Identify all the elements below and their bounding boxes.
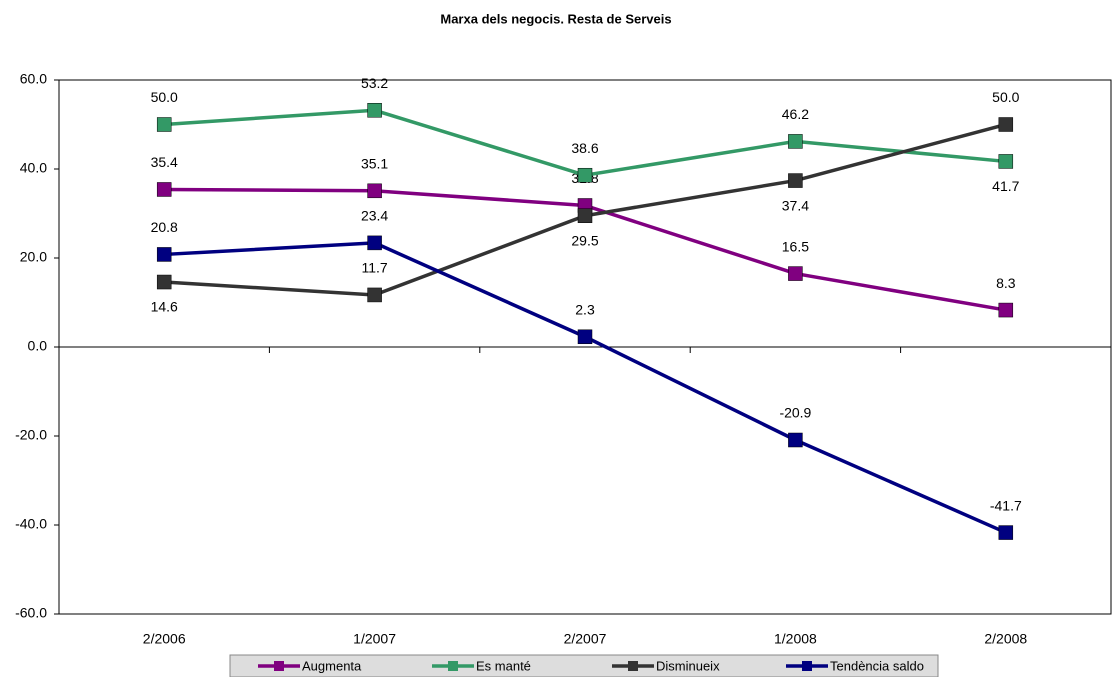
marker	[577, 329, 593, 345]
x-tick-label: 1/2008	[774, 631, 817, 647]
y-tick-label: 0.0	[28, 338, 48, 354]
data-label: 37.4	[782, 197, 809, 213]
data-label: -41.7	[990, 497, 1022, 513]
marker	[788, 134, 803, 149]
marker	[998, 302, 1014, 318]
marker	[998, 525, 1014, 540]
legend-marker	[448, 661, 458, 671]
marker	[998, 117, 1014, 132]
marker	[367, 287, 382, 303]
legend-marker	[802, 661, 812, 671]
data-label: 50.0	[151, 89, 178, 105]
series-line	[164, 241, 1007, 535]
marker	[367, 183, 382, 199]
data-label: 35.1	[361, 156, 388, 172]
data-label: 23.4	[361, 208, 388, 224]
data-label: 16.5	[782, 238, 809, 254]
data-label: 50.0	[992, 89, 1019, 105]
marker	[577, 167, 593, 183]
data-label: 8.3	[996, 275, 1016, 291]
legend-label: Tendència saldo	[830, 658, 924, 673]
data-label: 11.7	[361, 260, 387, 276]
legend-marker	[274, 661, 284, 671]
x-tick-label: 2/2006	[143, 631, 186, 647]
marker	[367, 103, 382, 118]
marker	[788, 266, 803, 281]
marker	[156, 274, 172, 290]
legend-label: Disminueix	[656, 658, 720, 673]
y-tick-label: 60.0	[20, 71, 47, 87]
legend-label: Es manté	[476, 658, 531, 673]
y-tick-label: 20.0	[20, 249, 47, 265]
marker	[788, 432, 803, 448]
legend-marker	[628, 661, 638, 671]
data-label: 38.6	[571, 140, 598, 156]
x-tick-label: 2/2007	[564, 631, 607, 647]
marker	[788, 173, 803, 188]
marker	[998, 154, 1014, 169]
data-label: -20.9	[779, 405, 811, 421]
data-label: 41.7	[992, 178, 1019, 194]
data-label: 20.8	[151, 219, 178, 235]
data-label: 35.4	[151, 154, 178, 170]
marker	[156, 247, 172, 262]
marker	[577, 208, 593, 223]
chart-title: Marxa dels negocis. Resta de Serveis	[440, 11, 671, 26]
y-tick-label: -40.0	[15, 516, 47, 532]
data-label: 14.6	[151, 299, 178, 315]
data-label: 46.2	[782, 106, 809, 122]
marker	[156, 182, 172, 197]
y-tick-label: -20.0	[15, 427, 47, 443]
y-tick-label: -60.0	[15, 605, 47, 621]
data-label: 29.5	[571, 232, 598, 248]
x-tick-label: 1/2007	[353, 631, 396, 647]
legend-label: Augmenta	[302, 658, 362, 673]
data-label: 53.2	[361, 75, 388, 91]
marker	[156, 117, 172, 132]
x-tick-label: 2/2008	[984, 631, 1027, 647]
legend	[229, 654, 939, 677]
y-tick-label: 40.0	[20, 160, 47, 176]
marker	[367, 235, 382, 251]
data-label: 2.3	[575, 301, 595, 317]
